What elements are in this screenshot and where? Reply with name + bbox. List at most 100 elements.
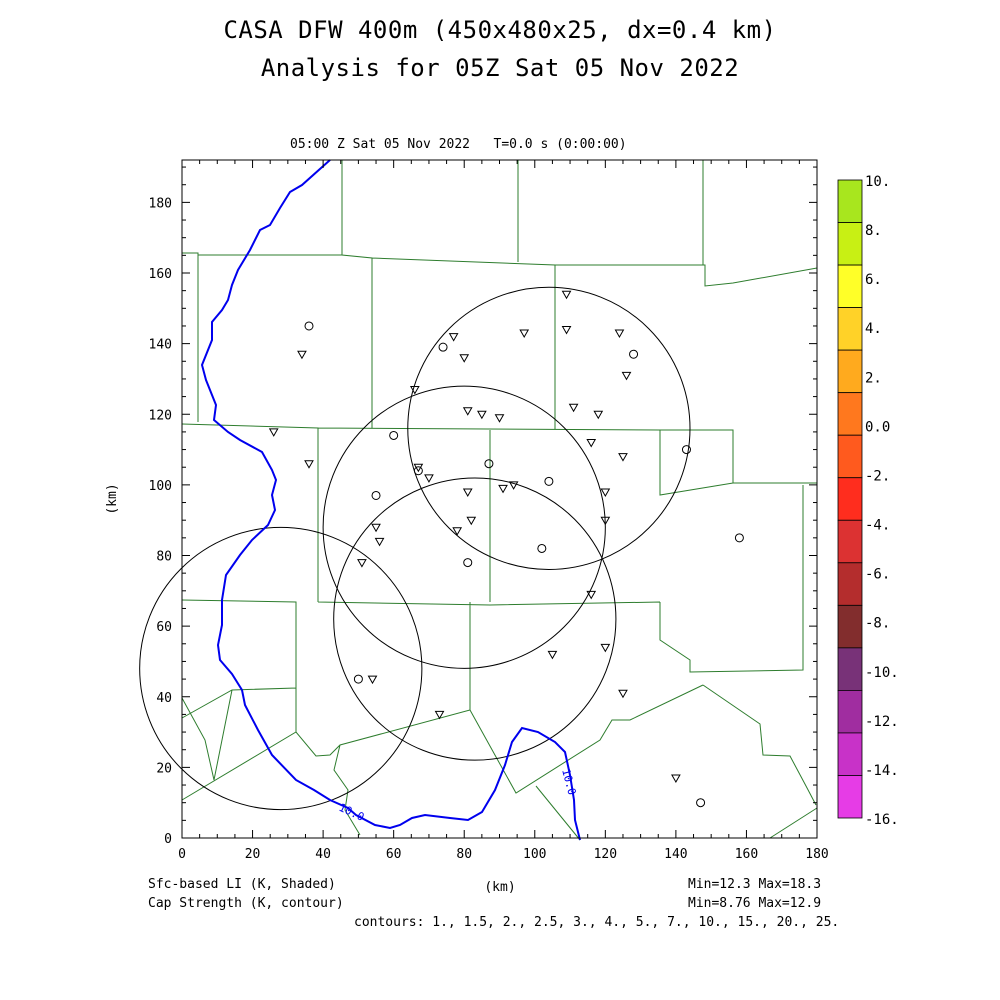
cap-strength-contour: [200, 159, 581, 841]
x-tick-label: 180: [805, 847, 828, 862]
x-tick-label: 60: [386, 847, 402, 862]
colorbar-label: -6.: [865, 567, 890, 583]
colorbar-label: 2.: [865, 370, 882, 386]
colorbar-swatch: [837, 477, 863, 521]
station-marker-triangle: [561, 290, 572, 300]
colorbar-swatch: [837, 307, 863, 351]
station-marker-triangle: [621, 371, 632, 381]
radar-range-ring: [322, 385, 606, 669]
station-marker-triangle: [593, 410, 604, 420]
station-marker-triangle: [367, 675, 378, 685]
colorbar-swatch: [837, 690, 863, 734]
colorbar-label: -10.: [865, 665, 899, 681]
colorbar-swatch: [837, 179, 863, 223]
colorbar-swatch: [837, 562, 863, 606]
station-marker-circle: [463, 558, 473, 568]
station-marker-triangle: [618, 689, 628, 699]
y-tick-label: 40: [156, 691, 172, 706]
station-marker-triangle: [409, 386, 420, 395]
station-marker-triangle: [600, 643, 611, 653]
station-marker-circle: [353, 674, 363, 684]
chart-subtitle: Analysis for 05Z Sat 05 Nov 2022: [260, 54, 740, 82]
plot-frame: [181, 159, 818, 839]
y-axis-label: (km): [105, 483, 120, 514]
station-marker-circle: [413, 466, 423, 476]
contour-field-label: Cap Strength (K, contour): [148, 896, 344, 911]
x-tick-label: 20: [245, 847, 261, 862]
station-marker-triangle: [297, 350, 307, 360]
station-marker-triangle: [586, 439, 597, 448]
y-tick-label: 180: [149, 196, 172, 211]
station-marker-triangle: [357, 559, 367, 568]
colorbar-label: 8.: [865, 223, 882, 239]
colorbar-swatch: [837, 732, 863, 776]
station-marker-circle: [629, 349, 639, 359]
station-marker-triangle: [614, 329, 625, 339]
station-marker-triangle: [371, 523, 381, 533]
time-text: 05:00 Z Sat 05 Nov 2022: [290, 137, 471, 152]
colorbar-label: -4.: [865, 518, 890, 534]
colorbar-label: -2.: [865, 468, 890, 484]
colorbar-swatch: [837, 349, 863, 394]
x-axis-label: (km): [484, 880, 515, 895]
station-marker-triangle: [304, 460, 314, 469]
station-marker-triangle: [459, 354, 470, 363]
colorbar-label: 10.: [865, 174, 890, 190]
y-tick-label: 120: [149, 408, 172, 423]
station-marker-circle: [537, 543, 547, 553]
station-marker-circle: [681, 445, 691, 455]
radar-range-ring: [407, 286, 691, 570]
station-marker-circle: [438, 342, 448, 352]
colorbar: 10. 8. 6. 4. 2. 0.0 -2. -4. -6. -8. -10. -12. -14. -1…: [837, 174, 899, 828]
y-tick-label: 60: [156, 620, 172, 635]
colorbar-swatch: [837, 264, 863, 309]
colorbar-label: 0.0: [865, 419, 890, 435]
station-marker-triangle: [508, 481, 519, 490]
x-tick-label: 100: [523, 847, 546, 862]
li-minmax: Min=12.3 Max=18.3: [688, 877, 822, 892]
station-marker-triangle: [462, 407, 473, 416]
t-text: T=0.0 s (0:00:00): [493, 137, 627, 152]
station-marker-triangle: [424, 474, 434, 483]
colorbar-swatch: [837, 222, 863, 266]
y-tick-label: 20: [156, 761, 172, 776]
y-tick-label: 160: [149, 267, 172, 282]
station-marker-triangle: [519, 329, 530, 339]
colorbar-swatch: [837, 647, 863, 691]
y-tick-label: 100: [149, 479, 172, 494]
x-tick-label: 40: [315, 847, 331, 862]
colorbar-swatch: [837, 775, 863, 819]
station-marker-triangle: [618, 453, 628, 462]
x-tick-label: 140: [664, 847, 687, 862]
y-tick-label: 80: [156, 550, 172, 565]
station-marker-triangle: [413, 463, 424, 473]
station-marker-triangle: [268, 428, 279, 437]
station-marker-triangle: [452, 527, 463, 536]
colorbar-label: 4.: [865, 321, 882, 337]
station-marker-triangle: [671, 774, 681, 783]
station-marker-triangle: [374, 537, 385, 547]
colorbar-swatch: [837, 519, 863, 564]
colorbar-swatch: [837, 434, 863, 479]
radar-range-ring: [333, 477, 617, 761]
station-marker-triangle: [547, 650, 558, 660]
station-marker-circle: [734, 533, 744, 543]
contour-levels: contours: 1., 1.5, 2., 2.5, 3., 4., 5., …: [354, 915, 840, 930]
station-marker-circle: [389, 430, 399, 440]
radar-range-rings: [139, 286, 691, 811]
station-marker-circle: [696, 798, 706, 808]
station-marker-circle: [484, 459, 494, 469]
axis-ticks: [181, 160, 818, 839]
station-marker-triangle: [494, 414, 505, 423]
contour-label-right: 10.0: [559, 767, 578, 796]
valid-time-label: 05:00 Z Sat 05 Nov 2022 T=0.0 s (0:00:00…: [290, 137, 627, 152]
x-tick-label: 160: [735, 847, 758, 862]
station-marker-triangle: [434, 710, 445, 720]
cap-minmax: Min=8.76 Max=12.9: [688, 896, 822, 911]
station-marker-triangle: [561, 326, 572, 335]
x-tick-label: 0: [178, 847, 186, 862]
colorbar-label: -16.: [865, 812, 899, 828]
chart-title: CASA DFW 400m (450x480x25, dx=0.4 km): [223, 16, 777, 44]
x-tick-label: 80: [456, 847, 472, 862]
